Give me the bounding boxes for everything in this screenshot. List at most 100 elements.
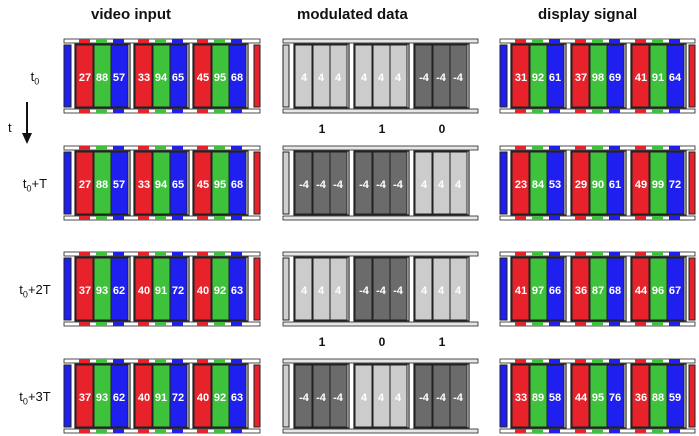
display-stripe-segment [652, 146, 663, 150]
mod-subpixel [449, 364, 468, 428]
video-stripe-segment [138, 359, 149, 363]
display-stripe-segment [575, 109, 586, 113]
display-signal-header: display signal [538, 6, 638, 23]
video-red-subpixel [75, 257, 94, 321]
row-time-label-suffix: +3T [27, 389, 51, 404]
video-stripe-segment [231, 146, 242, 150]
video-stripe-segment [96, 216, 107, 220]
mod-subpixel-value: 4 [438, 179, 445, 191]
display-stripe-segment [532, 252, 543, 256]
mod-top-stripe [282, 145, 479, 151]
video-subpixel-value: 33 [138, 179, 150, 191]
mod-subpixel [389, 364, 408, 428]
display-stripe-segment [549, 359, 560, 363]
display-subpixel-value: 68 [609, 285, 621, 297]
display-pixel-frame [510, 150, 567, 216]
mod-subpixel-value: -4 [316, 179, 327, 191]
mod-edge-cell [282, 257, 290, 321]
row-time-label-subscript: 0 [22, 396, 28, 407]
display-stripe-segment [635, 109, 646, 113]
display-pixel-frame [510, 363, 567, 429]
video-red-subpixel [193, 44, 212, 108]
video-stripe-segment [79, 216, 90, 220]
time-arrow-head [22, 133, 32, 144]
display-blue-subpixel [666, 44, 685, 108]
display-stripe-segment [609, 39, 620, 43]
video-pixel-frame [74, 150, 131, 216]
display-stripe-segment [609, 252, 620, 256]
display-subpixel-value: 36 [635, 392, 647, 404]
video-subpixel-value: 94 [155, 179, 168, 191]
video-subpixel-value: 62 [113, 392, 125, 404]
video-subpixel-value: 65 [172, 179, 184, 191]
display-pixel-frame [630, 363, 687, 429]
mod-subpixel [329, 364, 348, 428]
row-time-label-subscript: 0 [22, 289, 28, 300]
time-axis-label: t [8, 120, 12, 135]
row-time-label: t0 [6, 69, 64, 87]
video-stripe-segment [138, 39, 149, 43]
mod-bottom-stripe [282, 428, 479, 434]
video-stripe-segment [79, 252, 90, 256]
video-stripe-segment [231, 252, 242, 256]
video-blue-subpixel [228, 151, 247, 215]
video-stripe-segment [79, 429, 90, 433]
display-stripe-segment [532, 109, 543, 113]
mod-top-stripe [282, 38, 479, 44]
display-stripe-segment [549, 39, 560, 43]
display-subpixel-value: 84 [532, 179, 545, 191]
display-subpixel-value: 41 [515, 285, 527, 297]
display-stripe-segment [532, 39, 543, 43]
video-stripe-segment [214, 429, 225, 433]
display-blue-subpixel [666, 257, 685, 321]
display-stripe-segment [592, 109, 603, 113]
display-stripe-segment [575, 216, 586, 220]
display-subpixel-value: 53 [549, 179, 561, 191]
video-stripe-segment [197, 146, 208, 150]
mod-subpixel [414, 257, 433, 321]
display-stripe-segment [669, 252, 680, 256]
mod-pixel-frame [413, 363, 470, 429]
display-subpixel-value: 95 [592, 392, 604, 404]
display-stripe-segment [652, 252, 663, 256]
mod-subpixel [414, 364, 433, 428]
video-stripe-segment [172, 146, 183, 150]
video-stripe-segment [155, 216, 166, 220]
display-stripe-segment [532, 146, 543, 150]
display-red-subpixel [511, 44, 530, 108]
display-stripe-segment [532, 216, 543, 220]
video-pixel-frame [74, 363, 131, 429]
row-time-label-suffix: +2T [27, 282, 51, 297]
display-red-subpixel [571, 364, 590, 428]
display-stripe-segment [652, 359, 663, 363]
display-stripe-segment [635, 146, 646, 150]
edge-red-cell [253, 257, 261, 321]
mod-subpixel [389, 257, 408, 321]
video-subpixel-value: 92 [214, 285, 226, 297]
display-red-subpixel [571, 257, 590, 321]
video-subpixel-value: 37 [79, 285, 91, 297]
video-stripe-segment [197, 109, 208, 113]
video-stripe-segment [214, 359, 225, 363]
video-stripe-segment [155, 109, 166, 113]
mod-subpixel [294, 364, 313, 428]
video-stripe-segment [96, 429, 107, 433]
display-edge-blue-cell [499, 364, 508, 428]
display-red-subpixel [511, 257, 530, 321]
display-pixel-frame [570, 256, 627, 322]
mod-subpixel [354, 257, 373, 321]
video-pixel-frame [133, 150, 190, 216]
display-subpixel-value: 36 [575, 285, 587, 297]
video-stripe-segment [155, 39, 166, 43]
display-stripe-segment [635, 39, 646, 43]
edge-blue-cell [63, 364, 72, 428]
display-stripe-segment [635, 252, 646, 256]
polarity-flag: 1 [318, 335, 326, 349]
mod-pixel-frame [353, 363, 410, 429]
mod-pixel-frame [293, 150, 350, 216]
display-pixel-frame [570, 43, 627, 109]
display-stripe-segment [549, 216, 560, 220]
display-red-subpixel [511, 364, 530, 428]
video-blue-subpixel [110, 364, 129, 428]
polarity-flag: 1 [378, 122, 386, 136]
